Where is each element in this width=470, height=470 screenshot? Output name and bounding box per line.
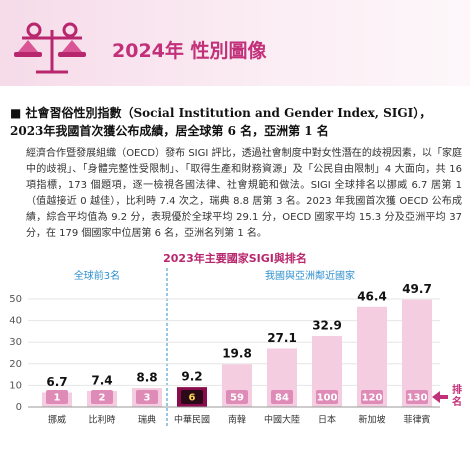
- rank-box: [181, 390, 203, 404]
- y-tick-label: 0: [16, 402, 22, 413]
- x-tick-label: 新加坡: [358, 414, 385, 426]
- rank-box: [406, 390, 428, 404]
- value-label: 19.8: [222, 347, 252, 361]
- rank-box: [91, 390, 113, 404]
- rank-label: 3: [144, 393, 151, 404]
- rank-box: [316, 390, 338, 404]
- heading-text: 社會習俗性別指數（Social Institution and Gender I…: [10, 106, 432, 138]
- rank-label: 130: [407, 393, 428, 404]
- rank-label: 59: [230, 393, 244, 404]
- y-tick-label: 30: [9, 337, 22, 348]
- section-heading: ■ 社會習俗性別指數（Social Institution and Gender…: [10, 106, 432, 138]
- rank-box: [136, 390, 158, 404]
- rank-label: 6: [189, 393, 196, 404]
- y-tick-label: 50: [9, 294, 22, 305]
- paragraph: 經濟合作暨發展組織（OECD）發布 SIGI 評比，透過社會制度中對女性潛在的歧…: [26, 148, 462, 239]
- header-title: 2024年 性別圖像: [112, 40, 267, 62]
- logo: [14, 22, 86, 74]
- rank-label: 84: [275, 393, 289, 404]
- group-label: 我國與亞洲鄰近國家: [265, 269, 355, 282]
- x-tick-label: 菲律賓: [403, 414, 430, 426]
- chart-title: 2023年主要國家SIGI與排名: [163, 251, 307, 265]
- rank-box: [271, 390, 293, 404]
- x-tick-label: 中華民國: [174, 414, 210, 426]
- x-tick-label: 中國大陸: [264, 414, 300, 426]
- value-label: 27.1: [267, 331, 297, 345]
- rank-label: 1: [54, 393, 61, 404]
- x-tick-label: 比利時: [88, 414, 115, 426]
- value-label: 7.4: [91, 374, 112, 388]
- rank-label: 2: [99, 393, 106, 404]
- rank-box: [46, 390, 68, 404]
- value-label: 9.2: [181, 370, 202, 384]
- rank-label: 120: [362, 393, 383, 404]
- x-tick-label: 挪威: [48, 414, 66, 426]
- y-tick-label: 10: [9, 380, 22, 391]
- header-band: 2024年 性別圖像: [0, 0, 470, 86]
- legend-label: 名: [452, 395, 462, 408]
- x-tick-label: 瑞典: [138, 414, 156, 426]
- value-label: 46.4: [357, 289, 387, 303]
- bar: [402, 299, 432, 407]
- value-label: 6.7: [46, 375, 67, 389]
- value-label: 32.9: [312, 318, 342, 332]
- y-tick-label: 20: [9, 359, 22, 370]
- rank-box: [361, 390, 383, 404]
- legend-label: 排: [452, 383, 462, 396]
- x-tick-label: 南韓: [228, 414, 246, 426]
- x-tick-label: 日本: [318, 414, 336, 426]
- rank-box: [226, 390, 248, 404]
- value-label: 49.7: [402, 282, 432, 296]
- y-tick-label: 40: [9, 316, 22, 327]
- legend-arrow: [432, 391, 448, 403]
- group-label: 全球前3名: [74, 269, 120, 282]
- rank-label: 100: [317, 393, 338, 404]
- value-label: 8.8: [136, 370, 157, 384]
